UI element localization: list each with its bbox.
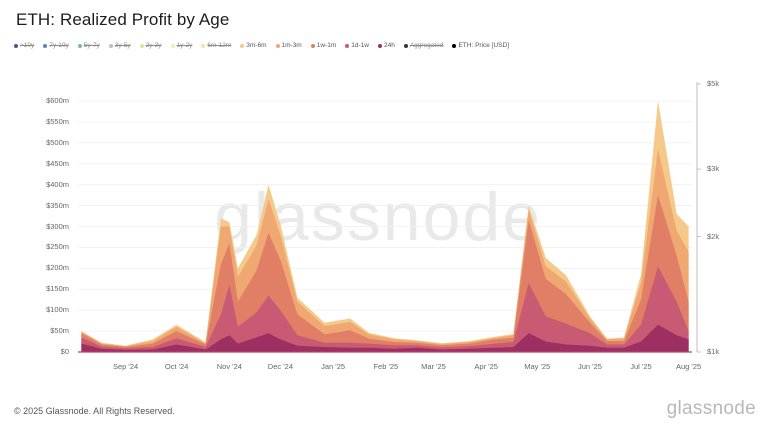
legend-item-1m-3m[interactable]: 1m-3m: [275, 42, 302, 49]
legend-swatch-icon: [43, 43, 48, 48]
legend-label: 1d-1w: [351, 42, 369, 49]
legend-swatch-icon: [240, 43, 245, 48]
legend-item-1w-1m[interactable]: 1w-1m: [310, 42, 337, 49]
left-tick-label: $100m: [46, 305, 69, 315]
x-tick-label: Jul '25: [630, 362, 652, 371]
legend-label: 1m-3m: [281, 42, 302, 49]
x-tick-label: Sep '24: [113, 362, 139, 371]
legend-item--10y[interactable]: >10y: [14, 42, 34, 49]
x-tick-label: Jun '25: [577, 362, 602, 371]
left-tick-label: $400m: [46, 179, 69, 189]
left-tick-label: $200m: [46, 263, 69, 273]
x-tick-label: Oct '24: [164, 362, 189, 371]
left-tick-label: $300m: [46, 221, 69, 231]
left-tick-label: $450m: [46, 158, 69, 168]
legend-swatch-icon: [108, 43, 113, 48]
legend-item-5y-7y[interactable]: 5y-7y: [77, 42, 100, 49]
legend-item-7y-10y[interactable]: 7y-10y: [43, 42, 69, 49]
left-tick-label: $550m: [46, 116, 69, 126]
legend-swatch-icon: [452, 43, 457, 48]
left-tick-label: $350m: [46, 200, 69, 210]
legend-label: 2y-3y: [145, 42, 162, 49]
legend-label: 3m-6m: [246, 42, 267, 49]
x-tick-label: Nov '24: [216, 362, 242, 371]
x-tick-label: Apr '25: [474, 362, 498, 371]
legend-swatch-icon: [275, 43, 280, 48]
x-tick-label: Mar '25: [421, 362, 446, 371]
x-tick-label: Feb '25: [373, 362, 399, 371]
legend-swatch-icon: [77, 43, 82, 48]
x-tick-label: Aug '25: [675, 362, 702, 371]
legend-item-24h[interactable]: 24h: [377, 42, 395, 49]
x-tick-label: Dec '24: [267, 362, 293, 371]
right-tick-label: $3k: [707, 164, 720, 174]
right-tick-label: $5k: [707, 79, 720, 88]
legend-swatch-icon: [201, 43, 206, 48]
legend-swatch-icon: [14, 43, 18, 48]
legend-item-1y-2y[interactable]: 1y-2y: [170, 42, 193, 49]
legend-label: 5y-7y: [83, 42, 100, 49]
legend-label: 1y-2y: [176, 42, 193, 49]
left-tick-label: $500m: [46, 137, 69, 147]
legend-label: 6m-12m: [207, 42, 232, 49]
x-tick-label: Jan '25: [321, 362, 346, 371]
x-tick-label: May '25: [524, 362, 551, 371]
right-tick-label: $2k: [707, 231, 720, 241]
legend-label: Aggregated: [409, 42, 444, 49]
legend-swatch-icon: [403, 43, 408, 48]
left-tick-label: $150m: [46, 284, 69, 294]
legend-label: 7y-10y: [49, 42, 69, 49]
legend-swatch-icon: [139, 43, 144, 48]
left-tick-label: $600m: [46, 96, 69, 105]
legend-swatch-icon: [310, 43, 315, 48]
chart-svg: [78, 82, 701, 353]
legend-item-2y-3y[interactable]: 2y-3y: [139, 42, 162, 49]
legend-item-6m-12m[interactable]: 6m-12m: [201, 42, 231, 49]
left-tick-label: $50m: [50, 326, 69, 336]
legend-label: ETH: Price [USD]: [458, 42, 510, 49]
legend: >10y 7y-10y 5y-7y 3y-5y 2y-3y 1y-2y 6m-12m 3m-6…: [14, 42, 509, 49]
left-tick-label: $250m: [46, 242, 69, 252]
legend-item-3m-6m[interactable]: 3m-6m: [240, 42, 267, 49]
right-tick-label: $1k: [707, 347, 720, 356]
copyright-footer: © 2025 Glassnode. All Rights Reserved.: [14, 406, 175, 416]
area-1d-1w: [81, 266, 689, 352]
left-tick-label: $0: [60, 347, 69, 356]
legend-swatch-icon: [170, 43, 175, 48]
area-1m-3m: [81, 149, 689, 352]
area-24h: [81, 324, 689, 352]
legend-label: 24h: [383, 42, 395, 49]
legend-item-1d-1w[interactable]: 1d-1w: [345, 42, 369, 49]
legend-item-3y-5y[interactable]: 3y-5y: [108, 42, 131, 49]
legend-swatch-icon: [345, 43, 350, 48]
chart-title: ETH: Realized Profit by Age: [16, 10, 230, 29]
legend-label: >10y: [20, 42, 35, 49]
legend-item-eth-price-usd-[interactable]: ETH: Price [USD]: [452, 42, 509, 49]
chart-area: [0, 70, 768, 380]
legend-label: 3y-5y: [114, 42, 131, 49]
legend-item-aggregated[interactable]: Aggregated: [403, 42, 444, 49]
legend-swatch-icon: [377, 43, 382, 48]
glassnode-logo[interactable]: glassnode: [666, 398, 756, 419]
legend-label: 1w-1m: [316, 42, 337, 49]
